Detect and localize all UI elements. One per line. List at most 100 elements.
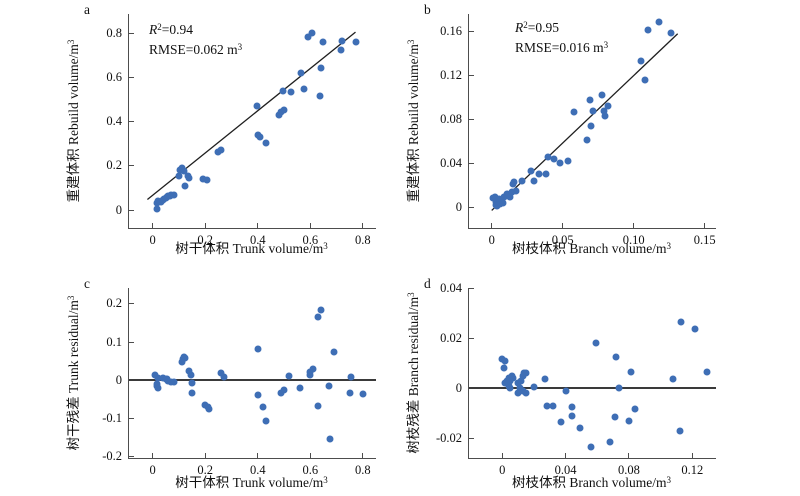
x-tick-mark	[691, 453, 693, 458]
data-point	[308, 29, 316, 37]
data-point	[568, 412, 576, 419]
data-point	[285, 372, 293, 380]
x-tick-label: 0.04	[554, 463, 577, 477]
data-point	[615, 384, 623, 392]
x-tick-mark	[152, 453, 154, 458]
y-tick-mark	[469, 437, 474, 439]
data-point	[544, 153, 552, 161]
data-point	[506, 193, 514, 201]
data-point	[170, 191, 178, 199]
data-point	[317, 64, 325, 72]
y-tick-label: 0.4	[106, 114, 122, 129]
x-tick-mark	[152, 223, 154, 228]
y-tick-label: 0.02	[440, 330, 462, 345]
data-point	[254, 391, 262, 399]
text-segment: 重建体积 Rebuild volume/m	[66, 44, 81, 203]
data-point	[641, 76, 649, 84]
y-tick-mark	[469, 162, 474, 164]
y-tick-mark	[129, 32, 134, 34]
text-segment: 3	[66, 295, 76, 301]
data-point	[199, 175, 207, 183]
plot-area: 0 0.2 0.4 0.6 0.8 -0.2 -0.1 0 0.1 0.2	[102, 288, 376, 477]
y-tick-label: -0.02	[435, 430, 462, 445]
panel-c-trunk-residual: c 0 0.2 0.4 0.6 0.8 -0.2 -0.1 0 0.1 0.2 树干体积 Trun…	[0, 248, 400, 496]
data-point	[262, 139, 270, 147]
y-tick-mark	[469, 337, 474, 339]
data-point	[568, 403, 576, 411]
x-tick-label: 0.08	[617, 463, 640, 477]
x-axis-title: 树干体积 Trunk volume/m3	[128, 471, 375, 491]
y-axis-title: 树干残差 Trunk residual/m3	[62, 288, 81, 458]
data-point	[587, 122, 595, 130]
data-point	[275, 111, 283, 119]
text-segment: 2	[157, 22, 162, 32]
x-tick-label: 0	[488, 233, 495, 247]
data-point	[589, 107, 596, 115]
data-point	[703, 368, 710, 376]
data-point	[514, 389, 522, 397]
text-segment: 3	[323, 241, 328, 251]
x-tick-mark	[309, 223, 311, 228]
data-point	[557, 418, 565, 426]
x-tick-mark	[565, 453, 567, 458]
y-tick-mark	[129, 341, 134, 343]
data-point	[325, 382, 333, 390]
text-segment: R	[515, 20, 524, 35]
panel-letter: d	[424, 276, 431, 291]
x-tick-label: 0.8	[355, 463, 371, 477]
x-tick-mark	[562, 223, 564, 228]
data-point	[254, 345, 262, 353]
x-tick-mark	[257, 223, 259, 228]
data-point	[309, 365, 317, 373]
data-point	[612, 353, 620, 361]
data-point	[576, 424, 584, 432]
data-point	[583, 136, 591, 144]
data-point	[317, 306, 325, 314]
data-point	[187, 371, 195, 379]
y-tick-label: -0.1	[102, 410, 122, 425]
data-point	[347, 373, 355, 381]
data-point	[550, 155, 558, 163]
data-point	[170, 378, 178, 386]
plot-area: 0 0.04 0.08 0.12 -0.02 0 0.02 0.04	[436, 281, 716, 477]
x-tick-label: 0	[149, 233, 156, 247]
data-point	[530, 177, 538, 185]
data-point	[506, 384, 514, 392]
data-point	[259, 403, 267, 411]
plot-area: 0 0.05 0.10 0.15 0 0.04 0.08 0.12 0.16 R2=0.95 RMS…	[440, 14, 716, 247]
text-segment: 3	[406, 292, 416, 297]
data-point	[154, 384, 162, 392]
data-point	[522, 369, 530, 377]
x-tick-label: 0.4	[249, 463, 266, 477]
text-segment: 树枝残差 Branch residual/m	[406, 296, 421, 454]
stats-annotation-line: R2=0.95	[515, 18, 608, 38]
data-point	[598, 91, 606, 99]
data-point	[185, 367, 193, 375]
x-axis-title: 树枝体积 Branch volume/m3	[468, 237, 715, 257]
data-point	[625, 417, 633, 424]
data-point	[205, 405, 213, 413]
data-point	[262, 417, 270, 425]
data-point	[637, 57, 645, 65]
data-point	[586, 96, 594, 104]
data-point	[352, 38, 360, 46]
data-point	[181, 182, 189, 190]
stats-annotation: R2=0.95 RMSE=0.016 m3	[515, 18, 608, 57]
y-tick-mark	[469, 206, 474, 208]
y-tick-label: -0.2	[102, 448, 122, 463]
y-tick-label: 0.04	[440, 155, 462, 170]
x-tick-mark	[491, 223, 493, 228]
x-tick-label: 0.2	[197, 463, 213, 477]
text-segment: RMSE=0.062 m	[149, 41, 238, 57]
y-tick-mark	[129, 417, 134, 419]
y-tick-mark	[469, 74, 474, 76]
y-tick-mark	[129, 165, 134, 167]
data-point	[203, 176, 211, 184]
panel-letter: b	[424, 2, 431, 17]
data-point	[564, 157, 572, 165]
data-point	[304, 33, 312, 41]
y-tick-label: 0.04	[440, 280, 462, 295]
panel-letter: c	[84, 276, 90, 291]
y-axis-title: 重建体积 Rebuild volume/m3	[402, 14, 421, 228]
